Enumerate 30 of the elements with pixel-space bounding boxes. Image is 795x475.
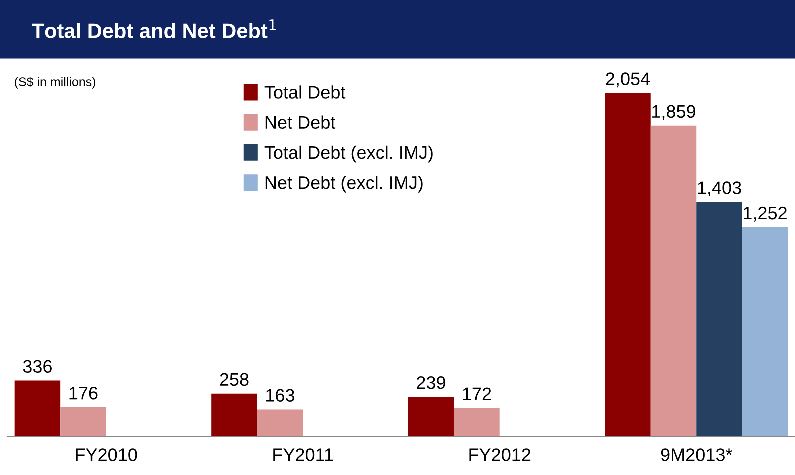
bar [408, 396, 454, 437]
bar [14, 380, 61, 437]
text: (S$ in millions) [15, 77, 96, 89]
data-label: 1,403 [698, 182, 742, 197]
data-label: 336 [23, 360, 52, 374]
x-tick-label: FY2011 [274, 448, 334, 462]
data-label: 172 [463, 388, 492, 400]
legend-label: Total Debt (excl. IMJ) [264, 146, 433, 163]
legend-label: Net Debt (excl. IMJ) [266, 176, 423, 193]
bar [257, 410, 304, 437]
bar [696, 202, 742, 437]
bar [650, 126, 697, 437]
data-label: 1,252 [744, 206, 787, 222]
bar [605, 93, 651, 437]
data-label: 2,054 [606, 72, 650, 88]
data-label: 1,859 [652, 105, 696, 120]
data-label: 176 [70, 387, 98, 400]
bar [212, 394, 258, 437]
data-label: 258 [220, 373, 249, 386]
x-tick-label: FY2012 [470, 448, 531, 462]
bar [742, 227, 788, 437]
legend-label: Total Debt [264, 86, 346, 99]
data-label: 239 [417, 376, 446, 390]
bar [60, 408, 106, 437]
x-tick-label: 9M2013* [661, 448, 732, 462]
data-label: 163 [266, 389, 294, 402]
x-tick-label: FY2010 [76, 448, 138, 462]
bar [454, 408, 500, 437]
chart-title: Total Debt and Net Debt$^{1}$ [32, 20, 276, 38]
legend-label: Net Debt [266, 116, 336, 130]
